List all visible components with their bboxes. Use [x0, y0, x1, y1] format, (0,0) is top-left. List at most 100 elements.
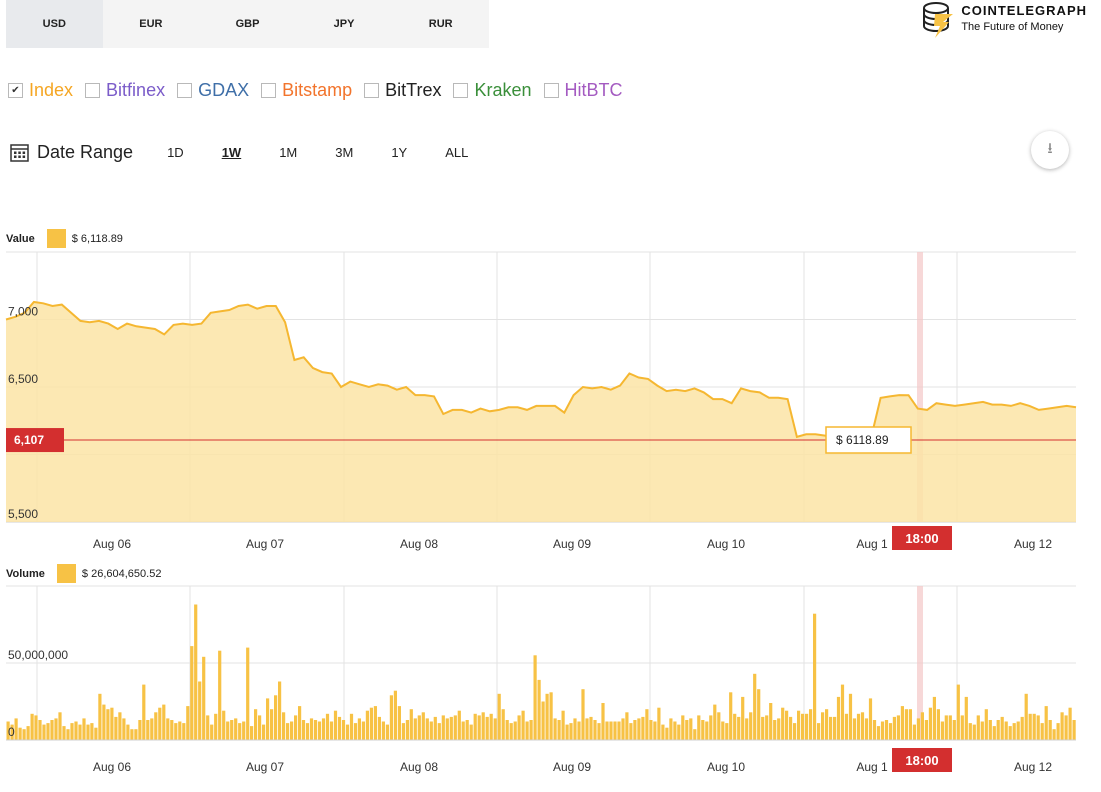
- volume-bar: [154, 712, 158, 740]
- volume-bar: [206, 715, 210, 740]
- volume-bar: [413, 718, 417, 740]
- currency-tab-gbp[interactable]: GBP: [235, 18, 260, 30]
- currency-tab-jpy[interactable]: JPY: [333, 18, 355, 30]
- volume-bar: [777, 718, 781, 740]
- volume-bar: [329, 721, 334, 740]
- price-tooltip-text[interactable]: $ 6118.89: [836, 433, 889, 447]
- exchange-toggle-gdax[interactable]: GDAX: [177, 80, 249, 101]
- volume-bar: [489, 713, 493, 740]
- volume-bar: [545, 693, 549, 740]
- volume-bar: [38, 720, 42, 740]
- volume-bar: [641, 716, 645, 740]
- logo-name: COINTELEGRAPH: [961, 3, 1087, 18]
- volume-bar: [848, 693, 853, 740]
- range-button-1y[interactable]: 1Y: [391, 145, 408, 160]
- volume-bar: [82, 718, 86, 740]
- volume-bar: [944, 715, 948, 740]
- volume-bar: [301, 720, 306, 740]
- volume-bar: [557, 720, 561, 740]
- volume-bar: [980, 721, 984, 740]
- volume-bar: [1028, 713, 1032, 740]
- volume-bar: [58, 712, 62, 740]
- currency-tab-rur[interactable]: RUR: [428, 18, 453, 30]
- range-button-all[interactable]: ALL: [445, 145, 469, 160]
- volume-bar: [142, 684, 146, 740]
- logo-text: COINTELEGRAPH The Future of Money: [961, 3, 1087, 33]
- checkbox-icon[interactable]: [177, 83, 193, 98]
- volume-bar: [613, 721, 617, 740]
- volume-bar: [661, 724, 665, 740]
- volume-bar: [321, 718, 326, 740]
- volume-bar: [493, 718, 497, 740]
- volume-bar: [182, 723, 186, 740]
- volume-legend: Volume $ 26,604,650.52: [6, 564, 161, 583]
- volume-bar: [397, 706, 401, 740]
- volume-bar: [856, 713, 861, 740]
- volume-bar: [1008, 726, 1012, 740]
- volume-bar: [226, 721, 230, 740]
- volume-bar: [685, 720, 689, 740]
- value-crosshair-time-label: 18:00: [905, 531, 938, 546]
- exchange-toggle-bitfinex[interactable]: Bitfinex: [85, 80, 165, 101]
- range-button-1d[interactable]: 1D: [167, 145, 184, 160]
- volume-bar: [238, 723, 242, 740]
- volume-y-tick-label: 0: [8, 725, 15, 739]
- exchange-label-hitbtc: HitBTC: [564, 80, 623, 100]
- checkbox-icon[interactable]: [453, 83, 469, 98]
- exchange-toggle-kraken[interactable]: Kraken: [453, 80, 532, 101]
- volume-bar: [453, 715, 457, 740]
- checkbox-icon[interactable]: [543, 83, 559, 98]
- volume-bar: [725, 723, 729, 740]
- volume-bar: [836, 696, 841, 740]
- exchange-toggle-hitbtc[interactable]: HitBTC: [543, 80, 623, 101]
- volume-bar: [441, 715, 445, 740]
- checkbox-checked-icon[interactable]: ✔: [8, 83, 23, 98]
- volume-bar: [278, 681, 282, 740]
- cointelegraph-logo[interactable]: COINTELEGRAPH The Future of Money: [921, 0, 1087, 48]
- volume-bar: [94, 727, 98, 740]
- currency-tab-usd[interactable]: USD: [6, 0, 103, 48]
- volume-bar: [298, 706, 302, 740]
- volume-bar: [521, 710, 525, 740]
- volume-bar: [733, 713, 737, 740]
- volume-bar: [98, 693, 102, 740]
- volume-bar: [936, 709, 940, 740]
- volume-bar: [884, 720, 889, 740]
- volume-bar: [988, 720, 992, 740]
- range-button-3m[interactable]: 3M: [335, 145, 354, 160]
- volume-bar: [250, 726, 254, 740]
- range-button-1m[interactable]: 1M: [279, 145, 298, 160]
- checkbox-icon[interactable]: [261, 83, 277, 98]
- volume-bar: [900, 706, 904, 740]
- range-button-1w[interactable]: 1W: [221, 145, 242, 160]
- volume-bar: [381, 721, 385, 740]
- exchange-toggle-index[interactable]: ✔ Index: [8, 80, 73, 101]
- volume-bar: [589, 716, 593, 740]
- volume-bar: [198, 681, 202, 740]
- currency-tab-eur[interactable]: EUR: [139, 18, 163, 30]
- volume-x-tick-label: Aug 07: [246, 760, 284, 774]
- volume-bar: [34, 715, 38, 740]
- volume-bar: [1052, 729, 1056, 740]
- volume-bar: [365, 710, 369, 740]
- volume-bar: [833, 716, 837, 740]
- value-x-tick-label: Aug 10: [707, 537, 745, 551]
- value-legend-title: Value: [6, 232, 35, 245]
- exchange-toggle-bittrex[interactable]: BitTrex: [364, 80, 441, 101]
- volume-bar: [294, 715, 298, 740]
- value-y-tick-label: 7,000: [8, 305, 38, 319]
- volume-bar: [637, 718, 641, 740]
- volume-bar: [477, 715, 481, 740]
- checkbox-icon[interactable]: [85, 83, 101, 98]
- volume-bar: [888, 723, 893, 740]
- checkbox-icon[interactable]: [364, 83, 380, 98]
- volume-bar: [948, 715, 952, 740]
- date-range-label: Date Range: [37, 142, 134, 162]
- value-x-tick-label: Aug 08: [400, 537, 438, 551]
- exchange-toggle-bitstamp[interactable]: Bitstamp: [261, 80, 352, 101]
- volume-bar: [1016, 721, 1020, 740]
- download-button[interactable]: ⭳: [1031, 131, 1069, 169]
- volume-bar: [389, 695, 393, 740]
- volume-bar: [146, 720, 150, 740]
